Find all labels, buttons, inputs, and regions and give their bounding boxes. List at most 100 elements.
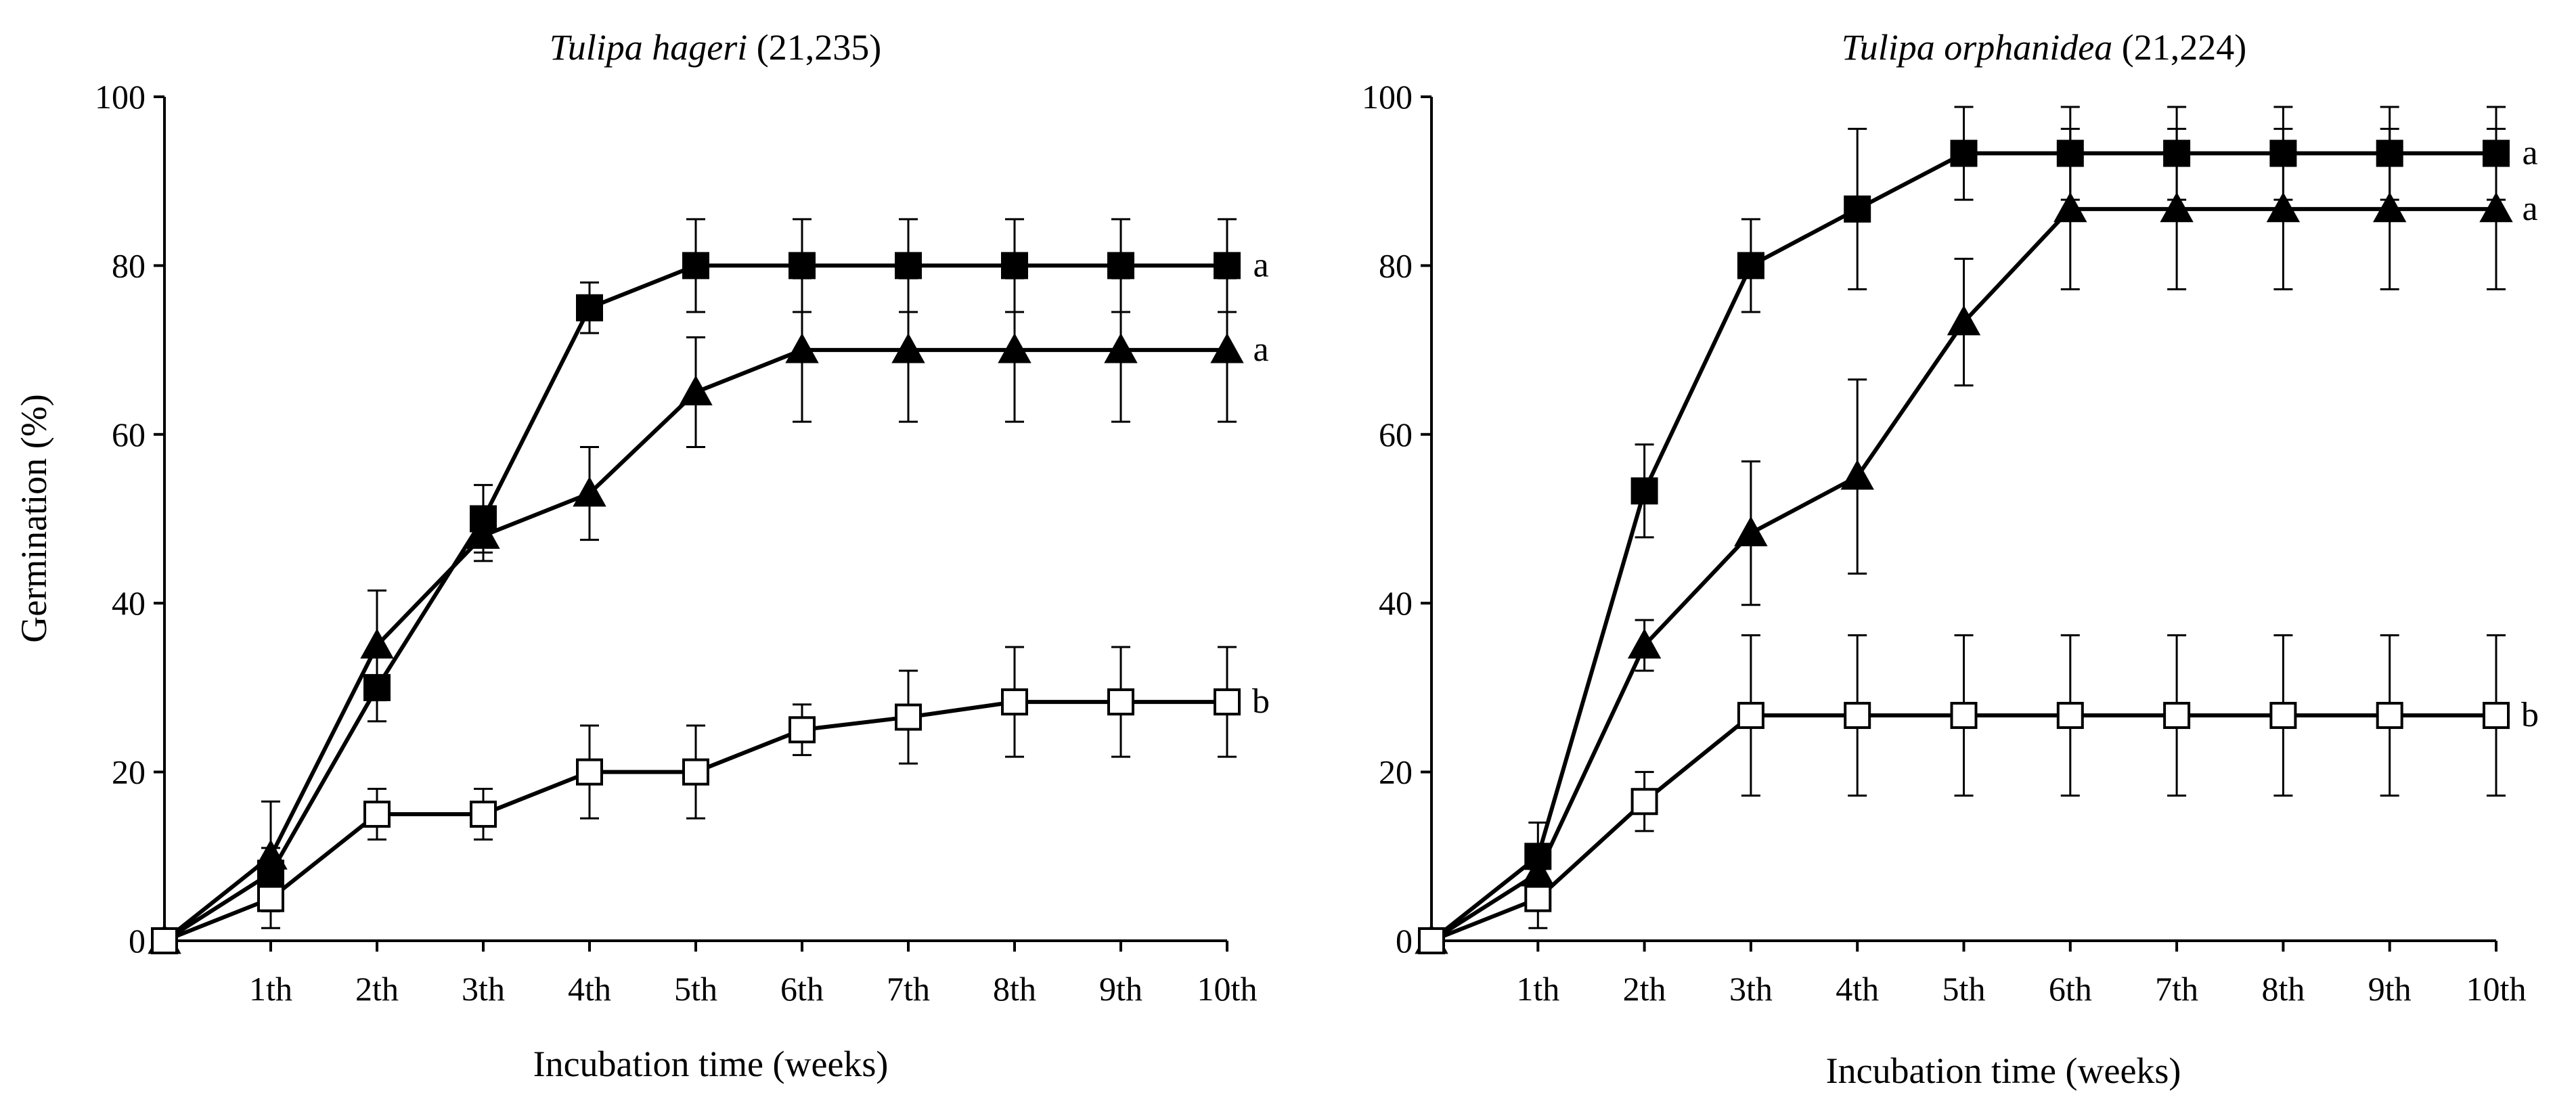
- chart-title-species: Tulipa orphanidea: [1842, 27, 2113, 68]
- y-tick-label: 60: [1379, 416, 1413, 453]
- chart-title-suffix: (21,224): [2112, 27, 2246, 68]
- y-tick-label: 0: [1396, 922, 1413, 960]
- chart-title: Tulipa hageri (21,235): [550, 27, 882, 68]
- x-tick-label: 7th: [2155, 970, 2198, 1008]
- x-tick-label: 9th: [2368, 970, 2412, 1008]
- y-tick-label: 40: [1379, 584, 1413, 622]
- data-point: [470, 800, 497, 828]
- x-tick-label: 5th: [1942, 970, 1986, 1008]
- x-tick-label: 2th: [1623, 970, 1666, 1008]
- data-point: [1630, 477, 1658, 505]
- data-point: [257, 885, 284, 912]
- data-point: [2483, 702, 2510, 730]
- data-point: [2269, 702, 2297, 730]
- data-point: [1001, 688, 1028, 716]
- data-point: [1210, 333, 1244, 363]
- data-point: [682, 252, 709, 280]
- data-point: [895, 252, 922, 280]
- data-point: [2479, 192, 2513, 223]
- data-point: [1418, 927, 1445, 954]
- y-tick-label: 80: [112, 246, 146, 284]
- data-point: [1947, 305, 1981, 336]
- data-point: [1627, 628, 1662, 659]
- y-tick-label: 60: [112, 416, 146, 453]
- series-filled-triangle: a: [1415, 127, 2538, 954]
- x-axis-label: Incubation time (weeks): [533, 1044, 889, 1084]
- x-tick-label: 10th: [2466, 970, 2527, 1008]
- x-tick-label: 1th: [249, 970, 292, 1008]
- x-axis-label: Incubation time (weeks): [1826, 1050, 2181, 1091]
- series-open-square: b: [151, 646, 1270, 954]
- y-tick-label: 20: [1379, 753, 1413, 791]
- data-point: [679, 375, 713, 405]
- data-point: [1107, 688, 1134, 716]
- data-point: [2163, 702, 2191, 730]
- y-tick-label: 40: [112, 584, 146, 622]
- y-tick-label: 100: [95, 78, 146, 116]
- data-point: [360, 628, 394, 659]
- significance-label: a: [2522, 190, 2537, 228]
- data-point: [1737, 702, 1764, 730]
- significance-label: b: [1252, 682, 1270, 721]
- data-point: [1737, 252, 1764, 280]
- data-point: [1950, 702, 1978, 730]
- data-point: [466, 518, 500, 549]
- data-point: [576, 758, 603, 786]
- x-tick-label: 6th: [2049, 970, 2092, 1008]
- x-tick-label: 6th: [780, 970, 824, 1008]
- y-tick-label: 20: [112, 753, 146, 791]
- chart-title-suffix: (21,235): [747, 27, 881, 68]
- chart-title: Tulipa orphanidea (21,224): [1842, 27, 2247, 68]
- x-tick-label: 7th: [887, 970, 930, 1008]
- data-point: [1107, 252, 1134, 280]
- data-point: [363, 800, 391, 828]
- y-tick-label: 100: [1362, 78, 1413, 116]
- data-point: [151, 927, 178, 954]
- y-tick-label: 0: [129, 922, 146, 960]
- series-open-square: b: [1418, 634, 2539, 954]
- x-tick-label: 10th: [1197, 970, 1258, 1008]
- data-point: [1844, 702, 1871, 730]
- data-point: [1734, 516, 1768, 547]
- x-tick-label: 4th: [1836, 970, 1879, 1008]
- data-point: [576, 294, 603, 321]
- chart-tulipa-orphanidea: Tulipa orphanidea (21,224) Incubation ti…: [1362, 27, 2539, 1091]
- data-point: [2053, 192, 2087, 223]
- x-tick-label: 1th: [1516, 970, 1559, 1008]
- data-point: [1001, 252, 1028, 280]
- significance-label: a: [2522, 134, 2537, 173]
- x-tick-label: 8th: [2261, 970, 2305, 1008]
- data-point: [785, 333, 819, 363]
- data-point: [573, 476, 606, 507]
- x-tick-label: 4th: [568, 970, 611, 1008]
- significance-label: b: [2521, 696, 2539, 734]
- y-axis-label: Germination (%): [14, 394, 54, 642]
- series-filled-triangle: a: [148, 277, 1269, 954]
- chart-tulipa-hageri: Tulipa hageri (21,235) Germination (%) I…: [14, 27, 1270, 1084]
- data-point: [891, 333, 925, 363]
- x-tick-label: 3th: [462, 970, 505, 1008]
- y-tick-label: 80: [1379, 246, 1413, 284]
- x-tick-label: 8th: [993, 970, 1036, 1008]
- x-tick-label: 2th: [355, 970, 399, 1008]
- data-point: [1630, 788, 1658, 816]
- data-point: [1104, 333, 1138, 363]
- data-point: [789, 716, 816, 744]
- data-point: [2373, 192, 2407, 223]
- data-point: [1950, 139, 1978, 167]
- x-tick-label: 3th: [1729, 970, 1773, 1008]
- data-point: [2160, 192, 2194, 223]
- x-tick-label: 5th: [674, 970, 717, 1008]
- data-point: [2266, 192, 2301, 223]
- chart-title-species: Tulipa hageri: [550, 27, 748, 68]
- x-tick-label: 9th: [1099, 970, 1142, 1008]
- data-point: [2056, 702, 2084, 730]
- data-point: [1840, 460, 1874, 490]
- series-filled-square: a: [1418, 106, 2538, 954]
- significance-label: a: [1253, 330, 1268, 369]
- significance-label: a: [1253, 246, 1268, 284]
- data-point: [895, 703, 922, 731]
- data-point: [1214, 252, 1241, 280]
- series-filled-square: a: [151, 218, 1269, 954]
